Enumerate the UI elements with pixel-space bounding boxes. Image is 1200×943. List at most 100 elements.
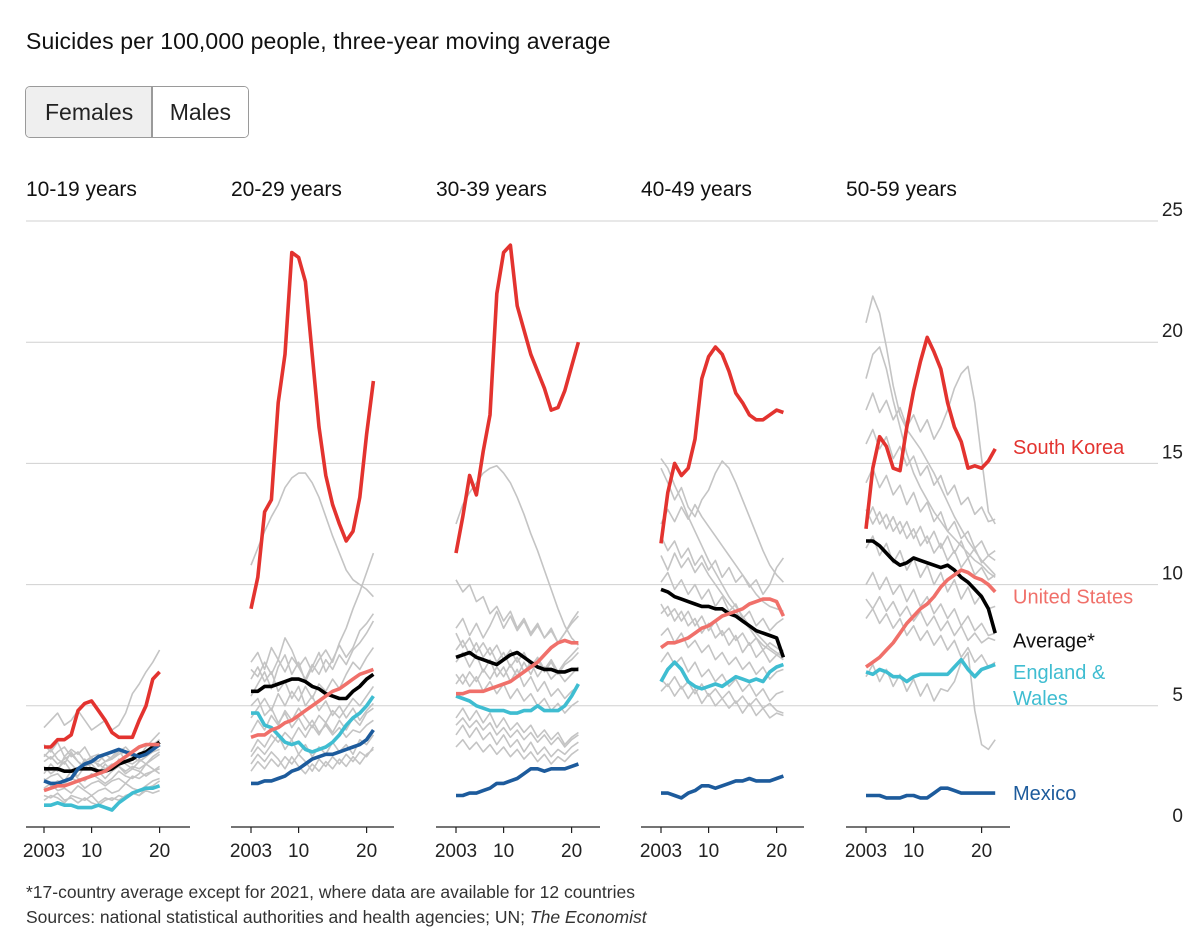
south-korea-line: [864, 335, 997, 530]
other-country-line: [865, 346, 996, 578]
mexico-line: [456, 762, 579, 798]
x-tick-label: 10: [698, 841, 719, 862]
other-country-line: [455, 717, 579, 748]
other-country-line: [865, 571, 996, 637]
other-country-line: [865, 506, 996, 581]
y-tick-label: 25: [1162, 200, 1183, 221]
average-line: [455, 650, 579, 674]
south-korea-line: [454, 243, 581, 554]
other-country-line: [660, 675, 784, 714]
south-korea-line: [249, 250, 376, 610]
footnote: *17-country average except for 2021, whe…: [26, 882, 635, 902]
other-country-line: [865, 365, 996, 525]
males-button[interactable]: Males: [152, 87, 249, 137]
other-country-line: [455, 579, 579, 644]
x-tick-label: 20: [971, 841, 992, 862]
other-country-line: [43, 649, 161, 731]
england-wales-line: [455, 683, 580, 715]
other-country-line: [250, 666, 374, 722]
other-country-line: [455, 738, 579, 765]
x-tick-label: 2003: [230, 841, 272, 862]
other-country-line: [660, 460, 784, 583]
other-country-line: [865, 608, 996, 668]
other-country-line: [250, 552, 375, 673]
south-korea-line: [659, 345, 784, 544]
other-country-line: [865, 595, 996, 644]
sources-text: Sources: national statistical authoritie…: [26, 907, 530, 927]
other-country-line: [250, 613, 375, 697]
other-country-line: [660, 571, 784, 632]
other-country-line: [455, 724, 579, 758]
other-country-line: [43, 760, 161, 780]
other-country-line: [865, 535, 996, 610]
united-states-line: [456, 638, 579, 696]
other-country-line: [660, 535, 785, 596]
x-tick-label: 2003: [435, 841, 477, 862]
other-country-line: [250, 734, 375, 758]
x-tick-label: 2003: [845, 841, 887, 862]
y-tick-label: 0: [1172, 806, 1183, 827]
england-wales-label: England &: [1013, 662, 1106, 684]
panel-label: 40-49 years: [641, 178, 752, 201]
x-tick-label: 10: [493, 841, 514, 862]
x-tick-label: 2003: [23, 841, 65, 862]
other-country-line: [250, 697, 374, 739]
south-korea-line: [44, 670, 161, 749]
y-tick-label: 20: [1162, 321, 1183, 342]
x-tick-label: 20: [766, 841, 787, 862]
x-tick-label: 10: [81, 841, 102, 862]
mexico-label: Mexico: [1013, 783, 1076, 805]
other-country-line: [865, 295, 996, 576]
x-tick-label: 20: [149, 841, 170, 862]
other-country-line: [865, 428, 996, 523]
england-wales-line: [865, 657, 996, 684]
other-country-line: [250, 748, 374, 775]
other-country-line: [455, 465, 579, 646]
united-states-line: [250, 667, 375, 739]
mexico-line: [43, 743, 161, 786]
average-line: [660, 587, 786, 658]
x-tick-label: 20: [561, 841, 582, 862]
united-states-line: [864, 568, 997, 669]
average-line: [866, 539, 997, 634]
other-country-line: [250, 685, 375, 733]
england-wales-line: [659, 660, 784, 691]
sex-toggle: Females Males: [25, 86, 250, 138]
mexico-line: [661, 774, 784, 800]
other-country-line: [660, 603, 784, 654]
chart-title: Suicides per 100,000 people, three-year …: [26, 28, 611, 54]
england-wales-label: Wales: [1013, 688, 1068, 710]
other-country-line: [250, 620, 375, 680]
other-country-line: [43, 780, 161, 804]
united-states-label: United States: [1013, 587, 1133, 609]
panel-label: 10-19 years: [26, 178, 137, 201]
y-tick-label: 15: [1162, 442, 1183, 463]
x-tick-label: 10: [903, 841, 924, 862]
x-tick-label: 10: [288, 841, 309, 862]
x-tick-label: 20: [356, 841, 377, 862]
england-wales-line: [44, 784, 161, 812]
toggle-divider: [151, 87, 153, 137]
panel-label: 20-29 years: [231, 178, 342, 201]
other-country-line: [660, 627, 784, 680]
panel-label: 50-59 years: [846, 178, 957, 201]
other-country-line: [660, 458, 784, 658]
south-korea-label: South Korea: [1013, 437, 1125, 459]
other-country-line: [250, 472, 374, 598]
other-country-line: [250, 746, 375, 772]
panel-label: 30-39 years: [436, 178, 547, 201]
england-wales-line: [251, 695, 375, 754]
other-country-line: [455, 651, 579, 700]
average-line: [251, 672, 375, 701]
other-country-line: [455, 673, 579, 714]
mexico-line: [251, 728, 375, 786]
x-tick-label: 2003: [640, 841, 682, 862]
other-country-line: [660, 503, 784, 613]
united-states-line: [43, 742, 160, 793]
other-country-line: [43, 753, 161, 772]
females-button[interactable]: Females: [26, 87, 152, 137]
other-country-line: [865, 509, 996, 564]
other-country-line: [865, 651, 996, 751]
other-country-line: [660, 552, 784, 661]
